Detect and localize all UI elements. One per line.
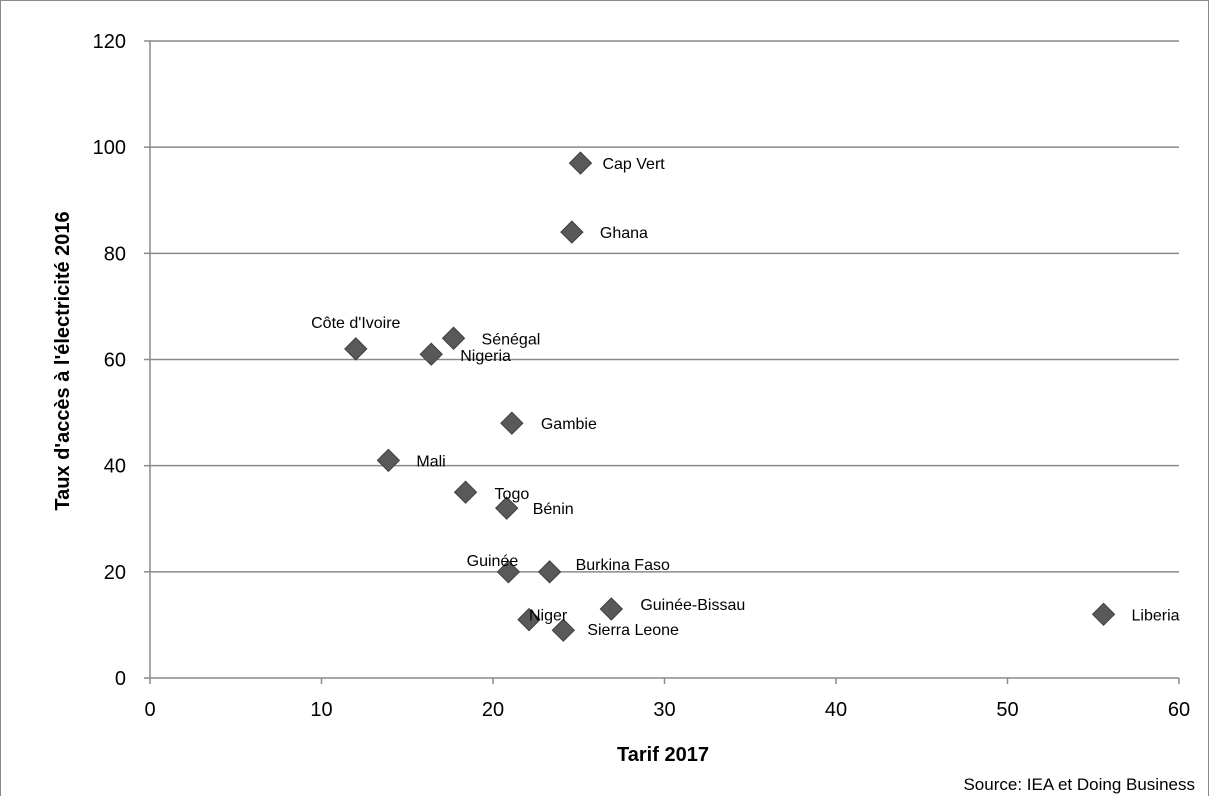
data-point-marker xyxy=(419,342,443,366)
data-point-label: Guinée-Bissau xyxy=(640,597,745,614)
x-tick-label: 20 xyxy=(482,699,504,721)
data-point-marker xyxy=(496,560,521,584)
data-point-marker xyxy=(495,496,519,520)
data-point-label: Guinée xyxy=(467,553,519,570)
data-point-label: Mali xyxy=(416,453,445,470)
data-point-marker xyxy=(599,597,624,621)
source-note: Source: IEA et Doing Business xyxy=(963,775,1195,794)
data-point-marker xyxy=(517,607,541,632)
x-tick-label: 0 xyxy=(144,699,155,721)
data-point-label: Ghana xyxy=(600,225,648,242)
data-point-marker xyxy=(568,151,593,175)
data-point-marker xyxy=(453,480,478,504)
gridlines xyxy=(150,40,1179,573)
tick-labels: 0 20 40 60 80 100 120 0 10 20 30 40 50 60 xyxy=(93,31,1191,721)
x-tick-label: 60 xyxy=(1168,699,1190,721)
x-tick-label: 50 xyxy=(996,699,1018,721)
data-point-label: Sénégal xyxy=(482,331,541,348)
y-tick-label: 120 xyxy=(93,31,126,53)
data-point-label: Burkina Faso xyxy=(576,557,670,574)
y-tick-label: 80 xyxy=(104,243,126,265)
x-tick-label: 10 xyxy=(310,699,332,721)
data-point-label: Bénin xyxy=(533,501,574,518)
data-point-marker xyxy=(1091,602,1116,627)
data-point-marker xyxy=(537,560,562,584)
data-points xyxy=(344,151,1116,642)
y-tick-label: 20 xyxy=(104,562,126,584)
data-point-marker xyxy=(344,337,368,361)
data-point-label: Niger xyxy=(529,608,568,625)
data-point-marker xyxy=(560,220,584,244)
data-point-label: Sierra Leone xyxy=(587,622,679,639)
data-point-marker xyxy=(500,411,524,435)
data-point-label: Liberia xyxy=(1132,607,1180,624)
y-tick-label: 40 xyxy=(104,456,126,478)
data-point-marker xyxy=(441,326,466,350)
x-tick-label: 30 xyxy=(653,699,675,721)
y-tick-label: 0 xyxy=(115,668,126,690)
y-axis-title: Taux d'accès à l'électricité 2016 xyxy=(52,211,74,510)
y-tick-label: 60 xyxy=(104,350,126,372)
y-tick-label: 100 xyxy=(93,137,126,159)
data-point-label: Togo xyxy=(495,486,530,503)
data-point-label: Cap Vert xyxy=(602,156,665,173)
data-point-label: Nigeria xyxy=(460,348,511,365)
data-point-label: Côte d'Ivoire xyxy=(311,315,400,332)
data-point-marker xyxy=(551,618,576,642)
data-point-label: Gambie xyxy=(541,416,597,433)
point-labels: Cap Vert Ghana Côte d'Ivoire SénégalNigeria… xyxy=(311,156,1180,639)
x-axis-title: Tarif 2017 xyxy=(617,744,709,766)
data-point-marker xyxy=(376,448,401,473)
x-tick-label: 40 xyxy=(825,699,847,721)
